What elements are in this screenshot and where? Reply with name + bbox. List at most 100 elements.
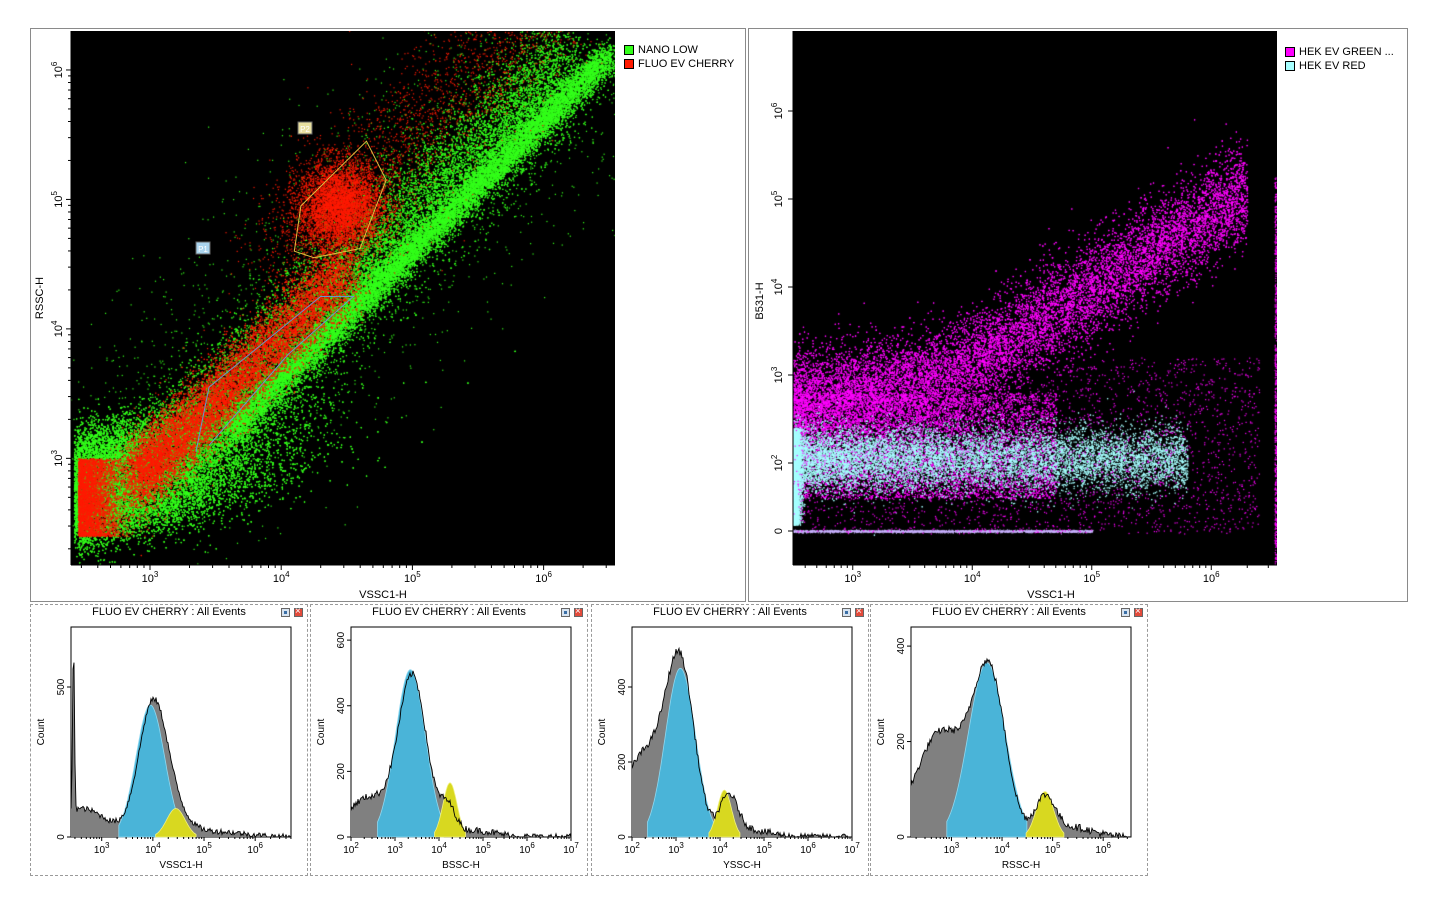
legend-swatch (1285, 47, 1295, 57)
scatter-panel-2: 103 104 105 106 102 103 104 105 106 0 VSSC1-H B531-… (748, 28, 1408, 602)
minimize-button[interactable] (281, 608, 290, 617)
x-axis-label: YSSC-H (723, 860, 761, 871)
fit-component-blue (118, 704, 183, 838)
minimize-button[interactable] (561, 608, 570, 617)
tick-label: 106 (1203, 570, 1220, 585)
tick-label: 103 (668, 841, 684, 856)
tick-label: 105 (196, 841, 212, 856)
histogram-title: FLUO EV CHERRY : All Events (932, 606, 1086, 618)
gate-label-p2 (297, 121, 313, 135)
close-button[interactable] (855, 605, 864, 619)
minimize-button[interactable] (842, 608, 851, 617)
y-axis-label: Count (597, 718, 608, 745)
tick-label: 0 (56, 834, 67, 840)
scatter-dots (793, 31, 1277, 565)
histogram-panel-4: FLUO EV CHERRY : All Events 0 200 400 103 10… (870, 604, 1148, 876)
gate-label-p1 (195, 241, 211, 255)
histogram-title: FLUO EV CHERRY : All Events (372, 606, 526, 618)
close-button[interactable] (294, 605, 303, 619)
histogram-panel-3: FLUO EV CHERRY : All Events 0 200 400 102 10… (591, 604, 869, 876)
x-axis-label: VSSC1-H (1027, 589, 1075, 601)
close-button[interactable] (574, 605, 583, 619)
tick-label: 105 (770, 190, 785, 207)
tick-label: 600 (336, 631, 347, 648)
tick-label: 107 (563, 841, 579, 856)
tick-label: 106 (770, 102, 785, 119)
legend-item-nano-low: NANO LOW (624, 43, 734, 57)
tick-label: 106 (519, 841, 535, 856)
x-axis-label: RSSC-H (1002, 860, 1040, 871)
legend-swatch (624, 45, 634, 55)
tick-label: 104 (50, 320, 65, 337)
tick-label: 103 (94, 841, 110, 856)
histogram-title: FLUO EV CHERRY : All Events (92, 606, 246, 618)
tick-label: 0 (617, 834, 628, 840)
tick-label: 105 (50, 191, 65, 208)
tick-label: 106 (50, 61, 65, 78)
y-axis-label: B531-H (754, 282, 766, 319)
histogram-outline (350, 670, 572, 839)
legend-item-hek-ev-green: HEK EV GREEN ... (1285, 45, 1394, 59)
tick-label: 105 (1045, 841, 1061, 856)
legend-label: HEK EV RED (1299, 60, 1366, 72)
histogram-panel-1: FLUO EV CHERRY : All Events 0 500 103 104 10… (30, 604, 308, 876)
tick-label: 103 (944, 841, 960, 856)
tick-label: 103 (844, 570, 861, 585)
scatter-plot-1: P1 P2 103 104 105 106 103 104 105 106 VSSC1-H RSSC-… (34, 31, 615, 601)
histogram-outline (631, 646, 852, 839)
tick-label: 400 (617, 678, 628, 695)
tick-label: 105 (1083, 570, 1100, 585)
histogram-plot-3: 0 200 400 102 103 104 105 106 107 YSSC-H Count (597, 626, 860, 871)
scatter-dots (71, 31, 615, 565)
tick-label: 0 (896, 834, 907, 840)
legend-item-fluo-ev-cherry: FLUO EV CHERRY (624, 57, 734, 71)
tick-label: 102 (624, 841, 640, 856)
minimize-button[interactable] (1121, 608, 1130, 617)
x-axis-label: VSSC1-H (159, 860, 202, 871)
histogram-outline (70, 662, 292, 838)
tick-label: 0 (336, 834, 347, 840)
gate-name-p1: P1 (198, 245, 208, 254)
legend-swatch (624, 59, 634, 69)
histogram-panel-2: FLUO EV CHERRY : All Events 0 200 400 600 10… (310, 604, 588, 876)
tick-label: 104 (994, 841, 1010, 856)
tick-label: 103 (142, 570, 159, 585)
tick-label: 104 (964, 570, 981, 585)
histogram-fill (71, 662, 291, 837)
fit-component-blue (647, 667, 714, 838)
gate-p1 (195, 296, 355, 452)
legend-label: FLUO EV CHERRY (638, 58, 735, 70)
tick-label: 400 (336, 697, 347, 714)
tick-label: 103 (50, 449, 65, 466)
legend-item-hek-ev-red: HEK EV RED (1285, 59, 1394, 73)
tick-label: 106 (247, 841, 263, 856)
histogram-plot-1: 0 500 103 104 105 106 VSSC1-H Count (36, 626, 292, 871)
tick-label: 105 (475, 841, 491, 856)
tick-label: 106 (1095, 841, 1111, 856)
tick-label: 104 (145, 841, 161, 856)
legend-2: HEK EV GREEN ... HEK EV RED (1285, 45, 1394, 73)
tick-label: 105 (756, 841, 772, 856)
y-axis-label: Count (316, 718, 327, 745)
scatter-plot-2: 103 104 105 106 102 103 104 105 106 0 VSSC1-H B531-… (754, 31, 1277, 601)
fit-component-blue (946, 662, 1028, 838)
scatter-panel-1: P1 P2 103 104 105 106 103 104 105 106 VSSC1-H RSSC-… (30, 28, 746, 602)
close-button[interactable] (1134, 605, 1143, 619)
tick-label: 400 (896, 637, 907, 654)
tick-label: 103 (770, 366, 785, 383)
tick-label: 106 (800, 841, 816, 856)
y-axis-label: RSSC-H (34, 277, 46, 319)
tick-label: 103 (387, 841, 403, 856)
fit-component-blue (377, 669, 444, 838)
histogram-plot-2: 0 200 400 600 102 103 104 105 106 107 BSSC-H Count (316, 626, 579, 871)
legend-1: NANO LOW FLUO EV CHERRY (624, 43, 734, 71)
dots-layer (793, 31, 1277, 565)
histogram-plot-4: 0 200 400 103 104 105 106 RSSC-H Count (876, 626, 1132, 871)
tick-label: 200 (896, 733, 907, 750)
x-axis-label: VSSC1-H (359, 589, 407, 601)
x-axis-label: BSSC-H (442, 860, 480, 871)
tick-label: 104 (712, 841, 728, 856)
fit-component-yellow (708, 789, 741, 838)
dots-layer (71, 31, 615, 565)
tick-label: 106 (535, 570, 552, 585)
